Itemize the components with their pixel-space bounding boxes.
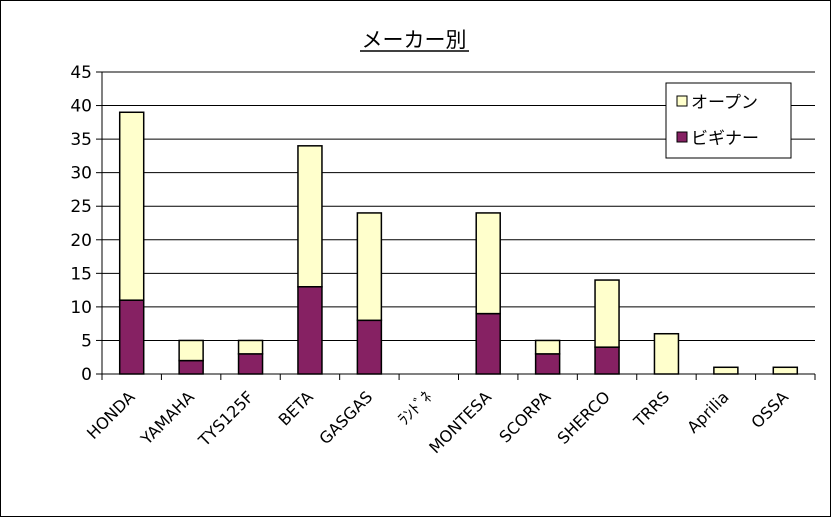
y-tick-label: 10 [70, 298, 92, 318]
bar-open-0 [118, 111, 145, 301]
x-tick-label: Aprilia [683, 387, 732, 436]
bar-open-10 [713, 366, 739, 375]
x-tick-label: SHERCO [553, 387, 613, 447]
bars [118, 111, 799, 375]
x-tick-label: ﾗﾝﾄﾞﾈ [394, 387, 436, 429]
y-tick-label: 40 [70, 97, 92, 117]
bar-open-3 [297, 145, 323, 288]
bar-open-2 [237, 339, 264, 355]
bar-open-11 [772, 366, 799, 375]
legend-label: オープン [691, 93, 758, 113]
legend-label: ビギナー [691, 129, 759, 149]
bar-open-8 [594, 279, 620, 348]
bar-beginner-2 [237, 353, 264, 375]
x-tick-label: MONTESA [425, 387, 495, 457]
x-tick-label: TRRS [629, 387, 673, 431]
x-tick-label: SCORPA [495, 387, 554, 446]
y-tick-label: 15 [70, 264, 92, 284]
y-tick-label: 35 [70, 130, 92, 150]
y-tick-label: 0 [81, 365, 92, 385]
axes [96, 71, 816, 380]
y-tick-labels: 0 5 10 15 20 25 30 35 40 45 [70, 63, 92, 385]
legend-swatch [676, 95, 688, 107]
legend-swatch [676, 131, 688, 143]
bar-open-7 [534, 339, 561, 355]
y-tick-label: 5 [81, 331, 92, 351]
bar-open-6 [475, 212, 501, 315]
bar-beginner-0 [118, 299, 145, 375]
x-tick-label: BETA [275, 387, 317, 429]
y-tick-label: 25 [70, 197, 92, 217]
bar-open-1 [178, 339, 204, 362]
bar-beginner-6 [475, 312, 501, 375]
x-tick-label: GASGAS [315, 387, 376, 448]
y-tick-label: 30 [70, 164, 92, 184]
bar-open-9 [653, 332, 680, 375]
bar-open-4 [356, 212, 383, 322]
bar-beginner-8 [594, 346, 620, 375]
chart-title: メーカー別 [362, 28, 467, 52]
y-tick-label: 45 [70, 63, 92, 83]
bar-beginner-4 [356, 319, 383, 375]
x-tick-label: TYS125F [194, 387, 257, 450]
gridlines [102, 71, 815, 341]
bar-beginner-1 [178, 359, 204, 375]
bar-beginner-3 [297, 286, 323, 375]
x-tick-label: YAMAHA [136, 387, 198, 449]
x-tick-label: HONDA [83, 387, 139, 443]
y-tick-label: 20 [70, 231, 92, 251]
bar-beginner-7 [534, 353, 561, 375]
x-tick-label: OSSA [747, 387, 792, 432]
